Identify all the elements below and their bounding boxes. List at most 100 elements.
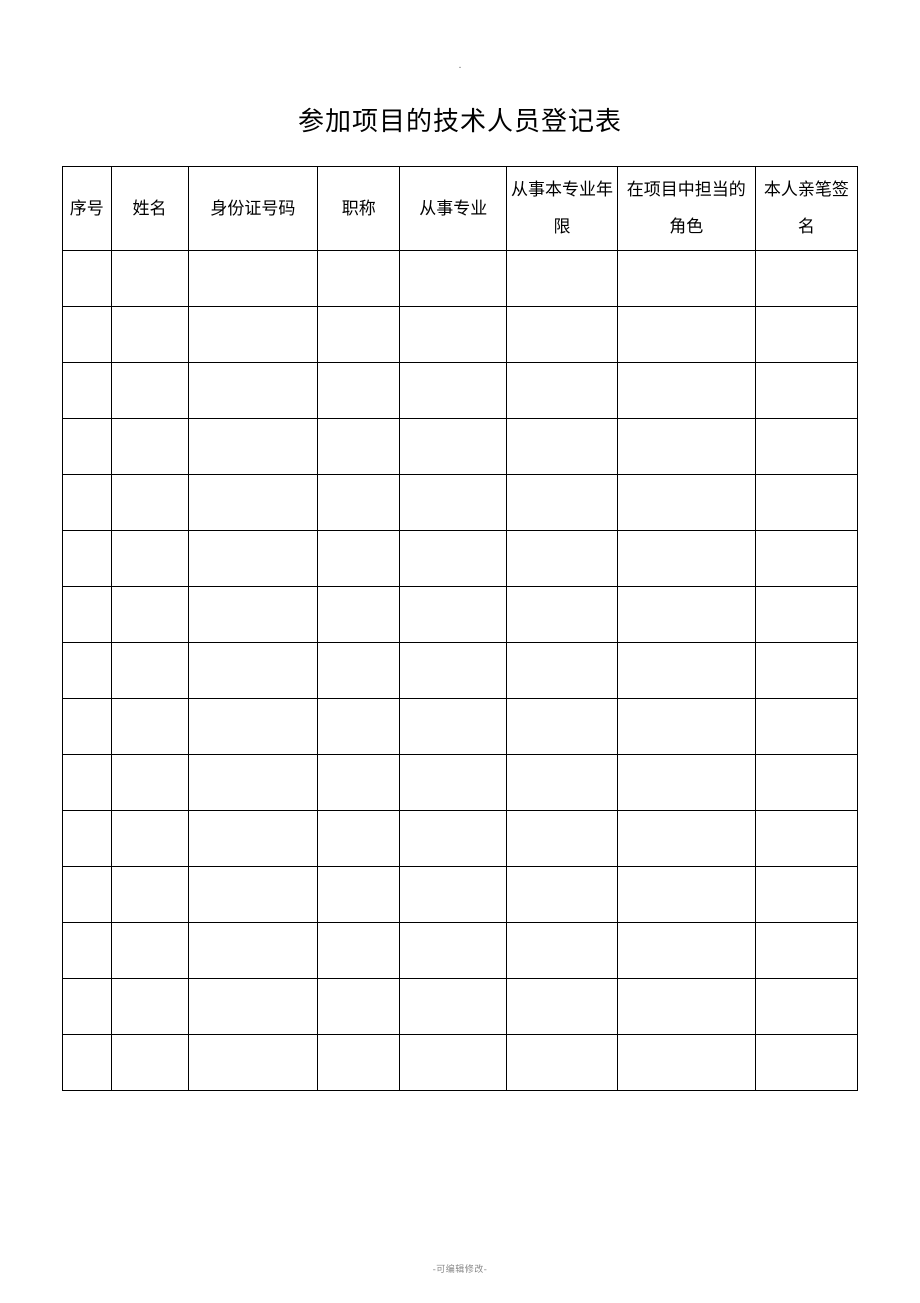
cell	[507, 362, 617, 418]
cell	[63, 418, 112, 474]
cell	[755, 250, 857, 306]
cell	[111, 922, 188, 978]
cell	[188, 530, 318, 586]
cell	[507, 978, 617, 1034]
cell	[617, 754, 755, 810]
table-row	[63, 530, 858, 586]
cell	[63, 306, 112, 362]
cell	[318, 418, 400, 474]
cell	[755, 586, 857, 642]
table-row	[63, 1034, 858, 1090]
table-row	[63, 586, 858, 642]
cell	[755, 530, 857, 586]
cell	[617, 418, 755, 474]
table-row	[63, 754, 858, 810]
cell	[400, 978, 507, 1034]
cell	[400, 922, 507, 978]
col-header-years: 从事本专业年限	[507, 167, 617, 251]
cell	[111, 810, 188, 866]
cell	[188, 1034, 318, 1090]
col-header-signature: 本人亲笔签名	[755, 167, 857, 251]
cell	[400, 810, 507, 866]
cell	[188, 922, 318, 978]
cell	[63, 530, 112, 586]
table-body	[63, 250, 858, 1090]
cell	[318, 306, 400, 362]
cell	[507, 810, 617, 866]
cell	[188, 250, 318, 306]
cell	[507, 922, 617, 978]
cell	[617, 642, 755, 698]
cell	[188, 866, 318, 922]
cell	[318, 586, 400, 642]
cell	[63, 642, 112, 698]
cell	[617, 530, 755, 586]
cell	[400, 530, 507, 586]
cell	[111, 642, 188, 698]
table-row	[63, 306, 858, 362]
cell	[755, 810, 857, 866]
cell	[617, 362, 755, 418]
table-row	[63, 978, 858, 1034]
cell	[507, 418, 617, 474]
cell	[188, 754, 318, 810]
cell	[188, 586, 318, 642]
cell	[63, 362, 112, 418]
cell	[111, 530, 188, 586]
table-row	[63, 362, 858, 418]
cell	[400, 306, 507, 362]
cell	[188, 306, 318, 362]
cell	[63, 922, 112, 978]
cell	[507, 586, 617, 642]
table-row	[63, 698, 858, 754]
cell	[400, 362, 507, 418]
cell	[63, 866, 112, 922]
col-header-role: 在项目中担当的角色	[617, 167, 755, 251]
cell	[400, 1034, 507, 1090]
personnel-table: 序号 姓名 身份证号码 职称 从事专业 从事本专业年限 在项目中担当的角色 本人…	[62, 166, 858, 1091]
cell	[111, 474, 188, 530]
cell	[617, 250, 755, 306]
cell	[111, 1034, 188, 1090]
cell	[318, 866, 400, 922]
cell	[111, 250, 188, 306]
cell	[400, 418, 507, 474]
cell	[507, 754, 617, 810]
col-header-seq: 序号	[63, 167, 112, 251]
cell	[400, 250, 507, 306]
cell	[111, 698, 188, 754]
cell	[755, 754, 857, 810]
cell	[755, 418, 857, 474]
cell	[400, 698, 507, 754]
cell	[318, 810, 400, 866]
cell	[400, 642, 507, 698]
cell	[318, 754, 400, 810]
cell	[318, 362, 400, 418]
cell	[63, 250, 112, 306]
cell	[755, 922, 857, 978]
cell	[63, 698, 112, 754]
cell	[507, 698, 617, 754]
cell	[400, 754, 507, 810]
cell	[617, 306, 755, 362]
cell	[400, 586, 507, 642]
cell	[617, 1034, 755, 1090]
cell	[617, 810, 755, 866]
table-row	[63, 810, 858, 866]
cell	[188, 698, 318, 754]
cell	[188, 642, 318, 698]
col-header-idnum: 身份证号码	[188, 167, 318, 251]
table-header-row: 序号 姓名 身份证号码 职称 从事专业 从事本专业年限 在项目中担当的角色 本人…	[63, 167, 858, 251]
cell	[318, 922, 400, 978]
cell	[617, 474, 755, 530]
page-title: 参加项目的技术人员登记表	[62, 101, 858, 138]
table-row	[63, 418, 858, 474]
document-page: . 参加项目的技术人员登记表 序号 姓名 身份证号码 职称 从事专业 从事本专业…	[0, 0, 920, 1091]
cell	[755, 306, 857, 362]
cell	[111, 306, 188, 362]
cell	[755, 978, 857, 1034]
cell	[400, 474, 507, 530]
col-header-name: 姓名	[111, 167, 188, 251]
cell	[507, 1034, 617, 1090]
cell	[755, 1034, 857, 1090]
